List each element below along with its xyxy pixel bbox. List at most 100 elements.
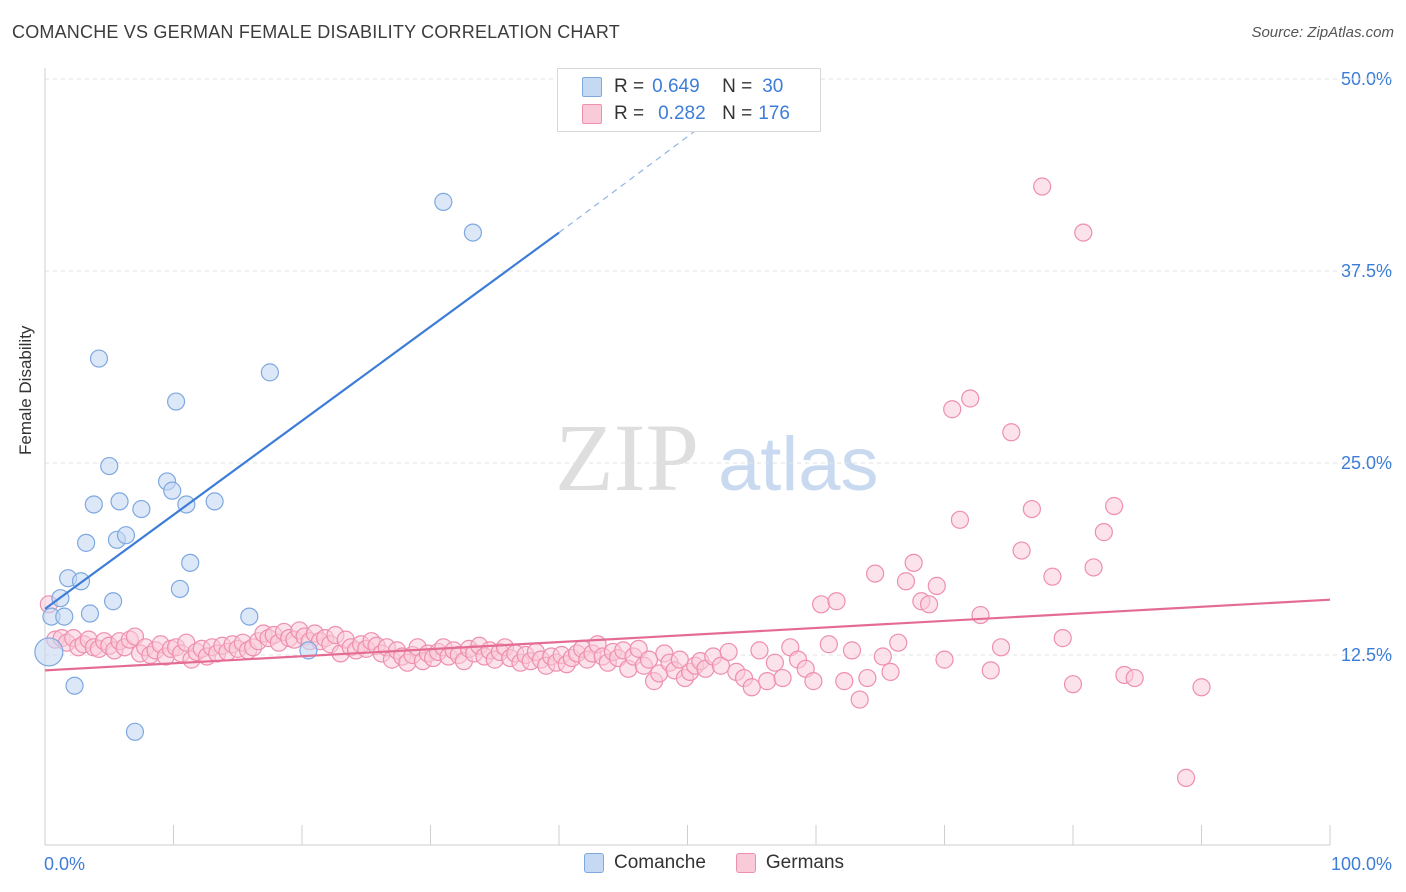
legend-r-label: R = (614, 76, 645, 97)
germans-point (670, 650, 689, 669)
comanche-point (170, 579, 190, 599)
comanche-point (110, 492, 129, 511)
comanche-point (205, 492, 224, 511)
germans-point (881, 662, 900, 681)
legend-n-value: 30 (762, 76, 784, 97)
legend-r-value: 0.282 (658, 103, 706, 124)
watermark-atlas: atlas (718, 422, 879, 507)
germans-point (750, 641, 769, 660)
legend-n-value: 176 (758, 103, 790, 124)
germans-point (773, 668, 792, 688)
bottom-legend-label: Germans (765, 852, 845, 873)
germans-point (889, 633, 908, 652)
germans-point (919, 595, 939, 614)
germans-trend-line (44, 598, 1331, 672)
germans-point (981, 661, 1000, 680)
germans-point (991, 638, 1011, 657)
bottom-legend-germans: Germans (735, 852, 845, 874)
germans-point (950, 510, 970, 529)
legend-r-label: R = (614, 103, 645, 124)
comanche-point (65, 676, 84, 695)
germans-point (1002, 423, 1021, 442)
germans-point (866, 564, 885, 583)
germans-point (765, 653, 784, 672)
germans-point (1176, 768, 1196, 787)
source-label: Source: ZipAtlas.com (1251, 24, 1394, 41)
comanche-point (89, 349, 109, 368)
y-tick-label: 25.0% (1341, 453, 1392, 473)
germans-point (873, 647, 892, 666)
germans-point (1043, 567, 1062, 586)
legend-swatch-germans (582, 104, 602, 124)
germans-point (819, 635, 838, 654)
germans-point (904, 553, 923, 572)
germans-point (639, 650, 659, 669)
germans-point (812, 595, 831, 614)
germans-point (719, 642, 738, 662)
comanche-point (260, 363, 279, 382)
bottom-legend-swatch-comanche (584, 853, 604, 873)
germans-point (1105, 496, 1124, 516)
comanche-point (132, 499, 151, 519)
comanche-point (240, 607, 259, 626)
germans-point (1074, 223, 1093, 242)
comanche-trend-line (44, 231, 560, 610)
comanche-point (100, 456, 119, 476)
germans-point (896, 572, 916, 591)
germans-point (758, 672, 777, 691)
bottom-legend-label: Comanche (614, 852, 706, 873)
y-tick-label: 12.5% (1341, 645, 1392, 665)
x-tick-label: 100.0% (1331, 854, 1392, 874)
germans-point (1012, 541, 1031, 560)
comanche-point (125, 722, 145, 741)
germans-point (961, 389, 980, 408)
legend-r-value: 0.649 (652, 76, 700, 97)
y-tick-label: 37.5% (1341, 261, 1392, 281)
legend-row-comanche: R = 0.649 N = 30 (582, 75, 783, 99)
bottom-legend-comanche: Comanche (584, 852, 706, 874)
legend-row-germans: R = 0.282 N = 176 (582, 102, 790, 126)
legend-swatch-comanche (582, 77, 602, 97)
y-axis-label: Female Disability (16, 325, 35, 455)
chart-title: COMANCHE VS GERMAN FEMALE DISABILITY COR… (12, 22, 620, 42)
bottom-legend-swatch-germans (735, 853, 756, 873)
comanche-point (434, 192, 453, 211)
legend: R = 0.649 N = 30 R = 0.282 N = 176 (557, 68, 821, 132)
germans-point (1125, 668, 1144, 688)
comanche-point (116, 526, 136, 545)
legend-n-label: N = (722, 103, 753, 124)
germans-point (1063, 675, 1083, 694)
comanche-point (181, 553, 200, 572)
germans-point (1094, 523, 1113, 542)
comanche-point (77, 533, 96, 552)
comanche-point (34, 637, 64, 667)
comanche-point (84, 495, 103, 514)
germans-point (835, 672, 854, 691)
germans-point (858, 668, 877, 688)
germans-point (742, 678, 761, 697)
germans-point (1033, 177, 1052, 196)
comanche-point (163, 481, 182, 500)
comanche-point (463, 223, 483, 242)
comanche-trend-extension (558, 116, 714, 234)
legend-n-label: N = (722, 76, 753, 97)
germans-point (1084, 558, 1103, 577)
germans-point (804, 672, 823, 691)
germans-point (935, 650, 954, 669)
germans-point (943, 400, 962, 419)
germans-point (827, 592, 846, 611)
watermark-zip: ZIP (555, 404, 699, 511)
bottom-legend: Comanche Germans (584, 852, 874, 874)
germans-point (842, 641, 862, 660)
x-tick-label: 0.0% (44, 854, 85, 874)
germans-point (711, 656, 731, 675)
comanche-point (55, 607, 74, 626)
germans-point (850, 690, 869, 709)
germans-point (1022, 499, 1041, 519)
comanche-point (104, 592, 123, 611)
comanche-point (166, 392, 186, 411)
germans-point (1053, 629, 1072, 648)
comanche-point (80, 604, 100, 623)
germans-point (971, 605, 990, 625)
